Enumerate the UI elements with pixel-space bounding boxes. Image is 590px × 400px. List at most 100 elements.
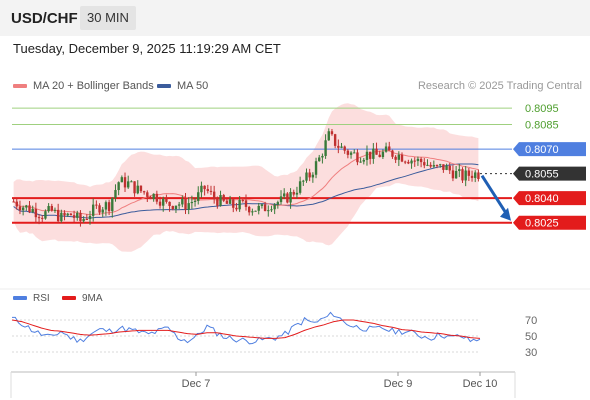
candle-body — [324, 140, 327, 156]
candle — [60, 209, 63, 223]
candles — [12, 128, 480, 227]
candle — [302, 179, 305, 186]
candle — [72, 210, 76, 223]
candle — [127, 175, 130, 189]
candle-body — [98, 205, 101, 213]
candle — [66, 212, 69, 217]
candle-body — [177, 204, 181, 206]
candle — [321, 153, 324, 164]
candle — [314, 157, 318, 179]
candle — [25, 204, 28, 211]
candle-body — [25, 205, 28, 208]
candle-body — [247, 206, 251, 213]
candle — [79, 210, 82, 227]
candle-body — [165, 198, 168, 202]
candle — [461, 167, 464, 183]
candle — [241, 198, 245, 203]
candle-body — [314, 161, 318, 175]
candle-body — [435, 165, 439, 167]
candle — [283, 188, 286, 200]
candle-body — [416, 158, 420, 162]
candle-body — [149, 196, 152, 200]
candle — [295, 186, 299, 199]
candle-body — [174, 205, 178, 210]
candle-body — [439, 164, 442, 166]
candle — [426, 159, 429, 167]
candle-body — [477, 172, 480, 179]
candle-body — [292, 191, 295, 195]
candle-body — [190, 201, 194, 204]
candle-body — [146, 192, 149, 197]
candle-body — [18, 206, 22, 211]
candle — [152, 193, 155, 202]
candle — [41, 215, 44, 223]
candle-body — [225, 200, 229, 204]
candle — [384, 142, 388, 153]
candle — [219, 190, 222, 207]
candle-body — [273, 204, 276, 210]
candle — [289, 188, 292, 209]
candle-body — [31, 208, 34, 213]
candle — [458, 163, 461, 178]
symbol-title: USD/CHF — [11, 10, 78, 27]
candle-body — [391, 150, 394, 157]
candle-body — [130, 181, 133, 183]
candle-body — [448, 165, 451, 171]
candle-body — [263, 204, 267, 212]
candle — [311, 172, 315, 183]
research-credit: Research © 2025 Trading Central — [417, 80, 582, 92]
candle — [448, 162, 451, 175]
candle — [203, 185, 206, 196]
candle — [82, 216, 85, 223]
candle — [95, 200, 98, 209]
candle — [225, 198, 229, 204]
price-tag-bg — [513, 215, 586, 230]
candle — [98, 203, 101, 215]
candle — [298, 176, 302, 195]
bollinger-band — [13, 103, 479, 252]
candle — [362, 157, 365, 165]
candle — [162, 196, 165, 212]
candle-body — [123, 177, 127, 188]
candle-body — [381, 151, 385, 158]
candle — [327, 128, 330, 141]
timeframe-badge[interactable]: 30 MIN — [80, 6, 136, 30]
candle — [470, 170, 474, 182]
candle-body — [346, 150, 350, 155]
candle — [247, 205, 251, 216]
candle — [209, 185, 213, 195]
candle-body — [305, 172, 308, 181]
candle-body — [136, 185, 139, 194]
rsi-ma-line — [11, 319, 481, 339]
candle — [184, 192, 187, 215]
candle-body — [458, 169, 461, 172]
candle — [47, 203, 50, 213]
candle-body — [330, 131, 334, 135]
candle — [139, 185, 143, 193]
candle — [177, 201, 181, 210]
candle-body — [254, 210, 257, 212]
candle-body — [451, 170, 455, 179]
candle — [251, 208, 254, 216]
candle-body — [101, 209, 104, 213]
candle-body — [187, 203, 190, 210]
candle-body — [474, 172, 477, 178]
candle-body — [114, 190, 117, 198]
candle-body — [318, 157, 321, 162]
candle-body — [171, 206, 174, 210]
candle — [76, 210, 79, 221]
chart-header: USD/CHF 30 MIN — [0, 0, 590, 36]
candle — [193, 197, 197, 207]
candle-body — [410, 160, 413, 164]
candle-body — [44, 211, 47, 219]
candle-body — [283, 193, 286, 197]
candle-body — [368, 151, 372, 159]
candle-body — [419, 158, 423, 163]
candle-body — [53, 209, 57, 211]
candle-body — [384, 146, 388, 152]
candle-body — [200, 185, 203, 193]
candle — [403, 160, 407, 165]
x-tick-label: Dec 7 — [182, 378, 211, 390]
candle — [454, 165, 458, 179]
